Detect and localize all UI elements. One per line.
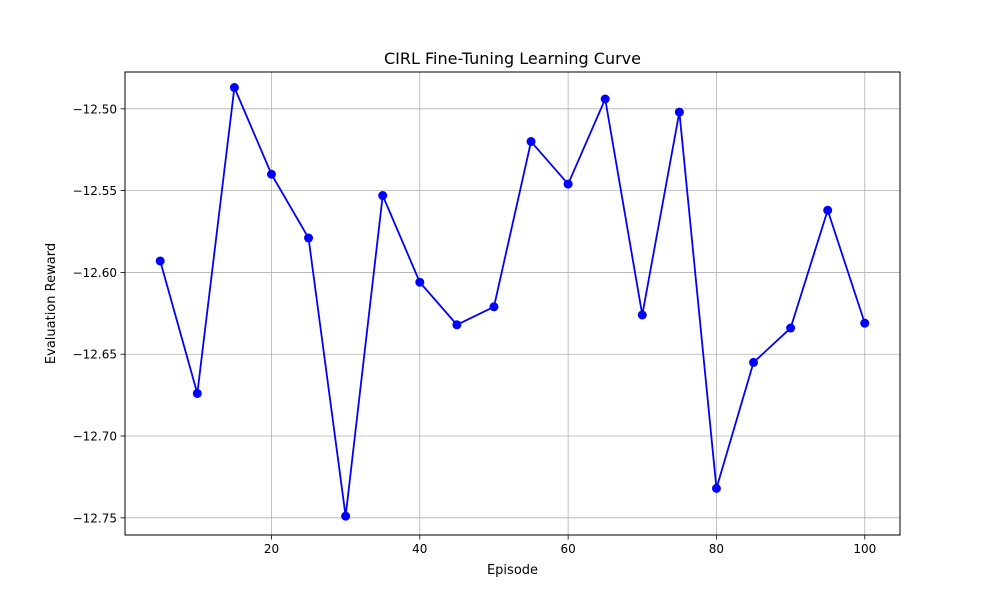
data-point (563, 179, 573, 189)
data-point (378, 191, 388, 201)
data-point (823, 205, 833, 215)
data-point (341, 511, 351, 521)
data-point (229, 83, 239, 93)
y-axis-label: Evaluation Reward (44, 243, 59, 364)
data-point (526, 137, 536, 147)
data-point (786, 323, 796, 333)
data-point (452, 320, 462, 330)
data-point (711, 483, 721, 493)
data-point (489, 302, 499, 312)
grid (125, 72, 900, 535)
data-point (674, 107, 684, 117)
x-tick-label: 80 (709, 542, 724, 556)
data-point (415, 277, 425, 287)
data-point (266, 169, 276, 179)
x-tick-label: 60 (560, 542, 575, 556)
chart-title: CIRL Fine-Tuning Learning Curve (384, 49, 641, 68)
y-tick-label: −12.75 (73, 511, 117, 525)
y-tick-label: −12.60 (73, 266, 117, 280)
data-point (637, 310, 647, 320)
x-tick-label: 20 (264, 542, 279, 556)
plot-frame (124, 71, 901, 536)
series-line (159, 86, 866, 518)
x-tick-label: 100 (853, 542, 876, 556)
axis-ticks: 20 40 60 80 100 −12.50 −12.55 −12.60 −12.65 −12.7… (73, 102, 877, 556)
y-tick-label: −12.70 (73, 430, 117, 444)
x-axis-label: Episode (487, 563, 538, 578)
y-tick-label: −12.55 (73, 184, 117, 198)
data-point (600, 94, 610, 104)
y-tick-label: −12.50 (73, 102, 117, 116)
data-point (304, 233, 314, 243)
x-tick-label: 40 (412, 542, 427, 556)
data-point (749, 357, 759, 367)
data-point (192, 388, 202, 398)
data-point (860, 318, 870, 328)
series-layer (155, 83, 870, 521)
data-point (155, 256, 165, 266)
y-tick-label: −12.65 (73, 348, 117, 362)
